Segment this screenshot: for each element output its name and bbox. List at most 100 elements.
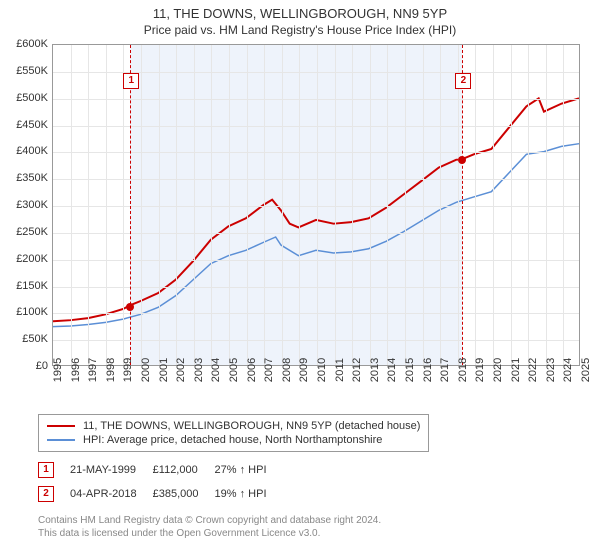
marker-dot [126, 303, 134, 311]
title-sub: Price paid vs. HM Land Registry's House … [0, 23, 600, 39]
x-axis-label: 2013 [369, 358, 381, 382]
y-axis-label: £100K [0, 306, 48, 318]
y-axis-label: £150K [0, 280, 48, 292]
x-axis-label: 2009 [298, 358, 310, 382]
legend-swatch [47, 425, 75, 427]
title-main: 11, THE DOWNS, WELLINGBOROUGH, NN9 5YP [0, 6, 600, 23]
gridline-v [106, 45, 107, 365]
gridline-v [159, 45, 160, 365]
chart: 12 £0£50K£100K£150K£200K£250K£300K£350K£… [52, 44, 580, 366]
y-axis-label: £250K [0, 226, 48, 238]
gridline-v [247, 45, 248, 365]
gridline-h [53, 233, 579, 234]
gridline-v [387, 45, 388, 365]
marker-num-box: 1 [123, 73, 139, 89]
y-axis-label: £200K [0, 253, 48, 265]
marker-num-box: 2 [455, 73, 471, 89]
footer-line1: Contains HM Land Registry data © Crown c… [38, 514, 381, 527]
gridline-h [53, 179, 579, 180]
gridline-h [53, 152, 579, 153]
txn-price: £112,000 [153, 458, 215, 482]
footer-line2: This data is licensed under the Open Gov… [38, 527, 381, 540]
x-axis-label: 1998 [105, 358, 117, 382]
y-axis-label: £500K [0, 92, 48, 104]
x-axis-label: 2002 [175, 358, 187, 382]
plot-area: 12 [52, 44, 580, 366]
gridline-v [194, 45, 195, 365]
gridline-v [123, 45, 124, 365]
gridline-h [53, 99, 579, 100]
gridline-v [423, 45, 424, 365]
gridline-h [53, 313, 579, 314]
x-axis-label: 2003 [193, 358, 205, 382]
y-axis-label: £300K [0, 199, 48, 211]
gridline-v [229, 45, 230, 365]
txn-num-box: 1 [38, 462, 54, 478]
y-axis-label: £450K [0, 119, 48, 131]
x-axis-label: 1996 [70, 358, 82, 382]
txn-date: 04-APR-2018 [70, 482, 153, 506]
gridline-v [264, 45, 265, 365]
x-axis-label: 2006 [246, 358, 258, 382]
gridline-v [528, 45, 529, 365]
x-axis-label: 2008 [281, 358, 293, 382]
y-axis-label: £600K [0, 38, 48, 50]
gridline-v [493, 45, 494, 365]
gridline-v [211, 45, 212, 365]
x-axis-label: 2015 [404, 358, 416, 382]
txn-price: £385,000 [153, 482, 215, 506]
y-axis-label: £550K [0, 65, 48, 77]
x-axis-label: 2014 [386, 358, 398, 382]
marker-dash [462, 45, 463, 365]
gridline-v [370, 45, 371, 365]
legend-label: HPI: Average price, detached house, Nort… [83, 434, 382, 446]
legend-swatch [47, 439, 75, 441]
txn-date: 21-MAY-1999 [70, 458, 153, 482]
gridline-h [53, 340, 579, 341]
transaction-table: 121-MAY-1999£112,00027% ↑ HPI204-APR-201… [38, 458, 283, 506]
gridline-v [475, 45, 476, 365]
marker-dot [458, 156, 466, 164]
x-axis-label: 2007 [263, 358, 275, 382]
gridline-v [317, 45, 318, 365]
x-axis-label: 2017 [439, 358, 451, 382]
x-axis-label: 2011 [334, 358, 346, 382]
x-axis-label: 2004 [210, 358, 222, 382]
legend-row: 11, THE DOWNS, WELLINGBOROUGH, NN9 5YP (… [47, 419, 420, 433]
gridline-v [88, 45, 89, 365]
series-svg [53, 45, 579, 365]
x-axis-label: 2019 [474, 358, 486, 382]
series-line [53, 98, 579, 321]
x-axis-label: 2021 [510, 358, 522, 382]
gridline-v [563, 45, 564, 365]
txn-hpi: 27% ↑ HPI [215, 458, 283, 482]
y-axis-label: £350K [0, 172, 48, 184]
legend-row: HPI: Average price, detached house, Nort… [47, 433, 420, 447]
gridline-v [352, 45, 353, 365]
y-axis-label: £0 [0, 360, 48, 372]
table-row: 1 21-MAY-1999£112,00027% ↑ HPI [38, 458, 283, 482]
legend: 11, THE DOWNS, WELLINGBOROUGH, NN9 5YP (… [38, 414, 429, 452]
x-axis-label: 2018 [457, 358, 469, 382]
gridline-v [405, 45, 406, 365]
x-axis-label: 2025 [580, 358, 592, 382]
x-axis-label: 1997 [87, 358, 99, 382]
marker-dash [130, 45, 131, 365]
gridline-h [53, 260, 579, 261]
series-line [53, 144, 579, 327]
y-axis-label: £400K [0, 145, 48, 157]
x-axis-label: 2012 [351, 358, 363, 382]
title-block: 11, THE DOWNS, WELLINGBOROUGH, NN9 5YP P… [0, 0, 600, 38]
gridline-v [458, 45, 459, 365]
x-axis-label: 2010 [316, 358, 328, 382]
x-axis-label: 2023 [545, 358, 557, 382]
gridline-v [546, 45, 547, 365]
x-axis-label: 2000 [140, 358, 152, 382]
x-axis-label: 2020 [492, 358, 504, 382]
x-axis-label: 2022 [527, 358, 539, 382]
x-axis-label: 1999 [122, 358, 134, 382]
gridline-v [511, 45, 512, 365]
gridline-v [299, 45, 300, 365]
x-axis-label: 2001 [158, 358, 170, 382]
y-axis-label: £50K [0, 333, 48, 345]
